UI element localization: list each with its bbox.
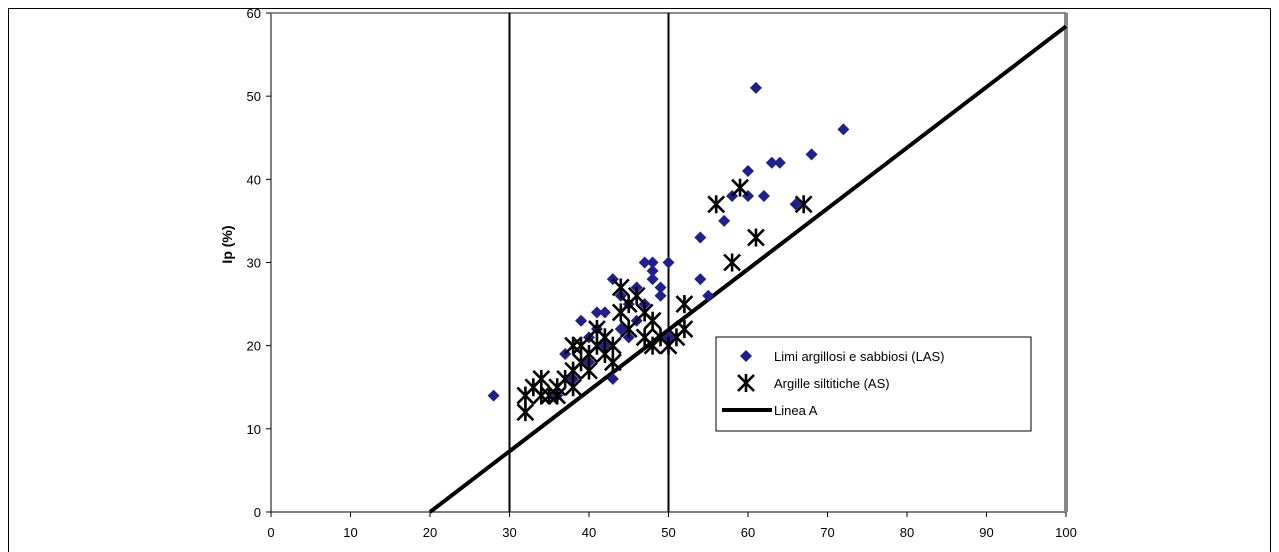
as-point — [564, 378, 583, 397]
chart-frame — [8, 8, 1271, 552]
as-point — [564, 336, 583, 355]
as-point — [516, 403, 535, 422]
y-tick-label: 50 — [247, 89, 261, 104]
x-tick-label: 40 — [582, 525, 596, 540]
as-point — [731, 178, 749, 197]
x-tick-label: 60 — [741, 525, 755, 540]
legend-as-marker — [737, 374, 755, 392]
y-tick-label: 10 — [247, 422, 261, 437]
las-point — [773, 156, 786, 169]
as-point — [707, 195, 726, 214]
as-point — [619, 320, 638, 339]
as-point — [794, 195, 813, 214]
las-point — [590, 306, 603, 319]
las-point — [646, 273, 659, 286]
legend-label: Argille siltitiche (AS) — [774, 376, 890, 391]
linea-a — [428, 24, 1068, 514]
x-tick-label: 20 — [423, 525, 437, 540]
as-point — [603, 353, 622, 372]
x-tick-label: 80 — [900, 525, 914, 540]
las-point — [638, 256, 651, 269]
as-point — [603, 336, 622, 355]
x-tick-label: 30 — [502, 525, 516, 540]
legend: Limi argillosi e sabbiosi (LAS) Argille s… — [715, 336, 1032, 432]
y-axis: 0 10 20 30 40 50 60 — [247, 6, 271, 520]
data-points — [487, 81, 850, 422]
as-point — [532, 386, 551, 405]
x-tick-label: 10 — [343, 525, 357, 540]
x-tick-label: 100 — [1055, 525, 1077, 540]
las-point — [742, 165, 754, 178]
las-point — [654, 281, 667, 294]
las-point — [702, 289, 715, 302]
x-tick-label: 70 — [820, 525, 834, 540]
las-point — [765, 156, 778, 169]
as-point — [643, 311, 662, 330]
las-point — [805, 148, 818, 161]
las-point — [757, 189, 770, 202]
y-tick-label: 0 — [254, 505, 261, 520]
as-point — [580, 361, 598, 380]
y-tick-label: 60 — [247, 6, 261, 21]
las-point — [598, 306, 611, 319]
las-point — [662, 256, 675, 269]
las-point — [837, 123, 850, 136]
las-point — [789, 198, 802, 211]
las-point — [646, 256, 659, 269]
x-tick-label: 90 — [979, 525, 993, 540]
las-point — [575, 314, 588, 327]
as-point — [627, 286, 646, 305]
legend-las-marker — [740, 350, 752, 362]
las-point — [694, 273, 707, 286]
las-point — [646, 264, 659, 277]
as-point — [675, 295, 694, 314]
las-point — [487, 389, 500, 402]
las-point — [749, 81, 762, 94]
linea-a-line — [428, 24, 1068, 514]
las-point — [718, 214, 731, 227]
x-tick-label: 50 — [661, 525, 675, 540]
legend-label: Linea A — [774, 403, 818, 418]
legend-box — [715, 336, 1032, 432]
y-tick-label: 20 — [247, 339, 261, 354]
x-tick-label: 0 — [267, 525, 274, 540]
las-point — [614, 323, 627, 336]
las-point — [654, 289, 667, 302]
as-point — [675, 320, 694, 339]
las-point — [606, 372, 619, 385]
x-axis: 0 10 20 30 40 50 60 70 80 90 100 — [267, 512, 1077, 540]
y-tick-label: 40 — [247, 172, 261, 187]
as-point — [611, 278, 630, 297]
as-point — [532, 369, 551, 388]
y-tick-label: 30 — [247, 256, 261, 271]
legend-label: Limi argillosi e sabbiosi (LAS) — [774, 349, 945, 364]
las-point — [694, 231, 707, 244]
y-axis-label: Ip (%) — [219, 225, 235, 263]
as-point — [723, 253, 742, 272]
as-point — [747, 228, 765, 247]
